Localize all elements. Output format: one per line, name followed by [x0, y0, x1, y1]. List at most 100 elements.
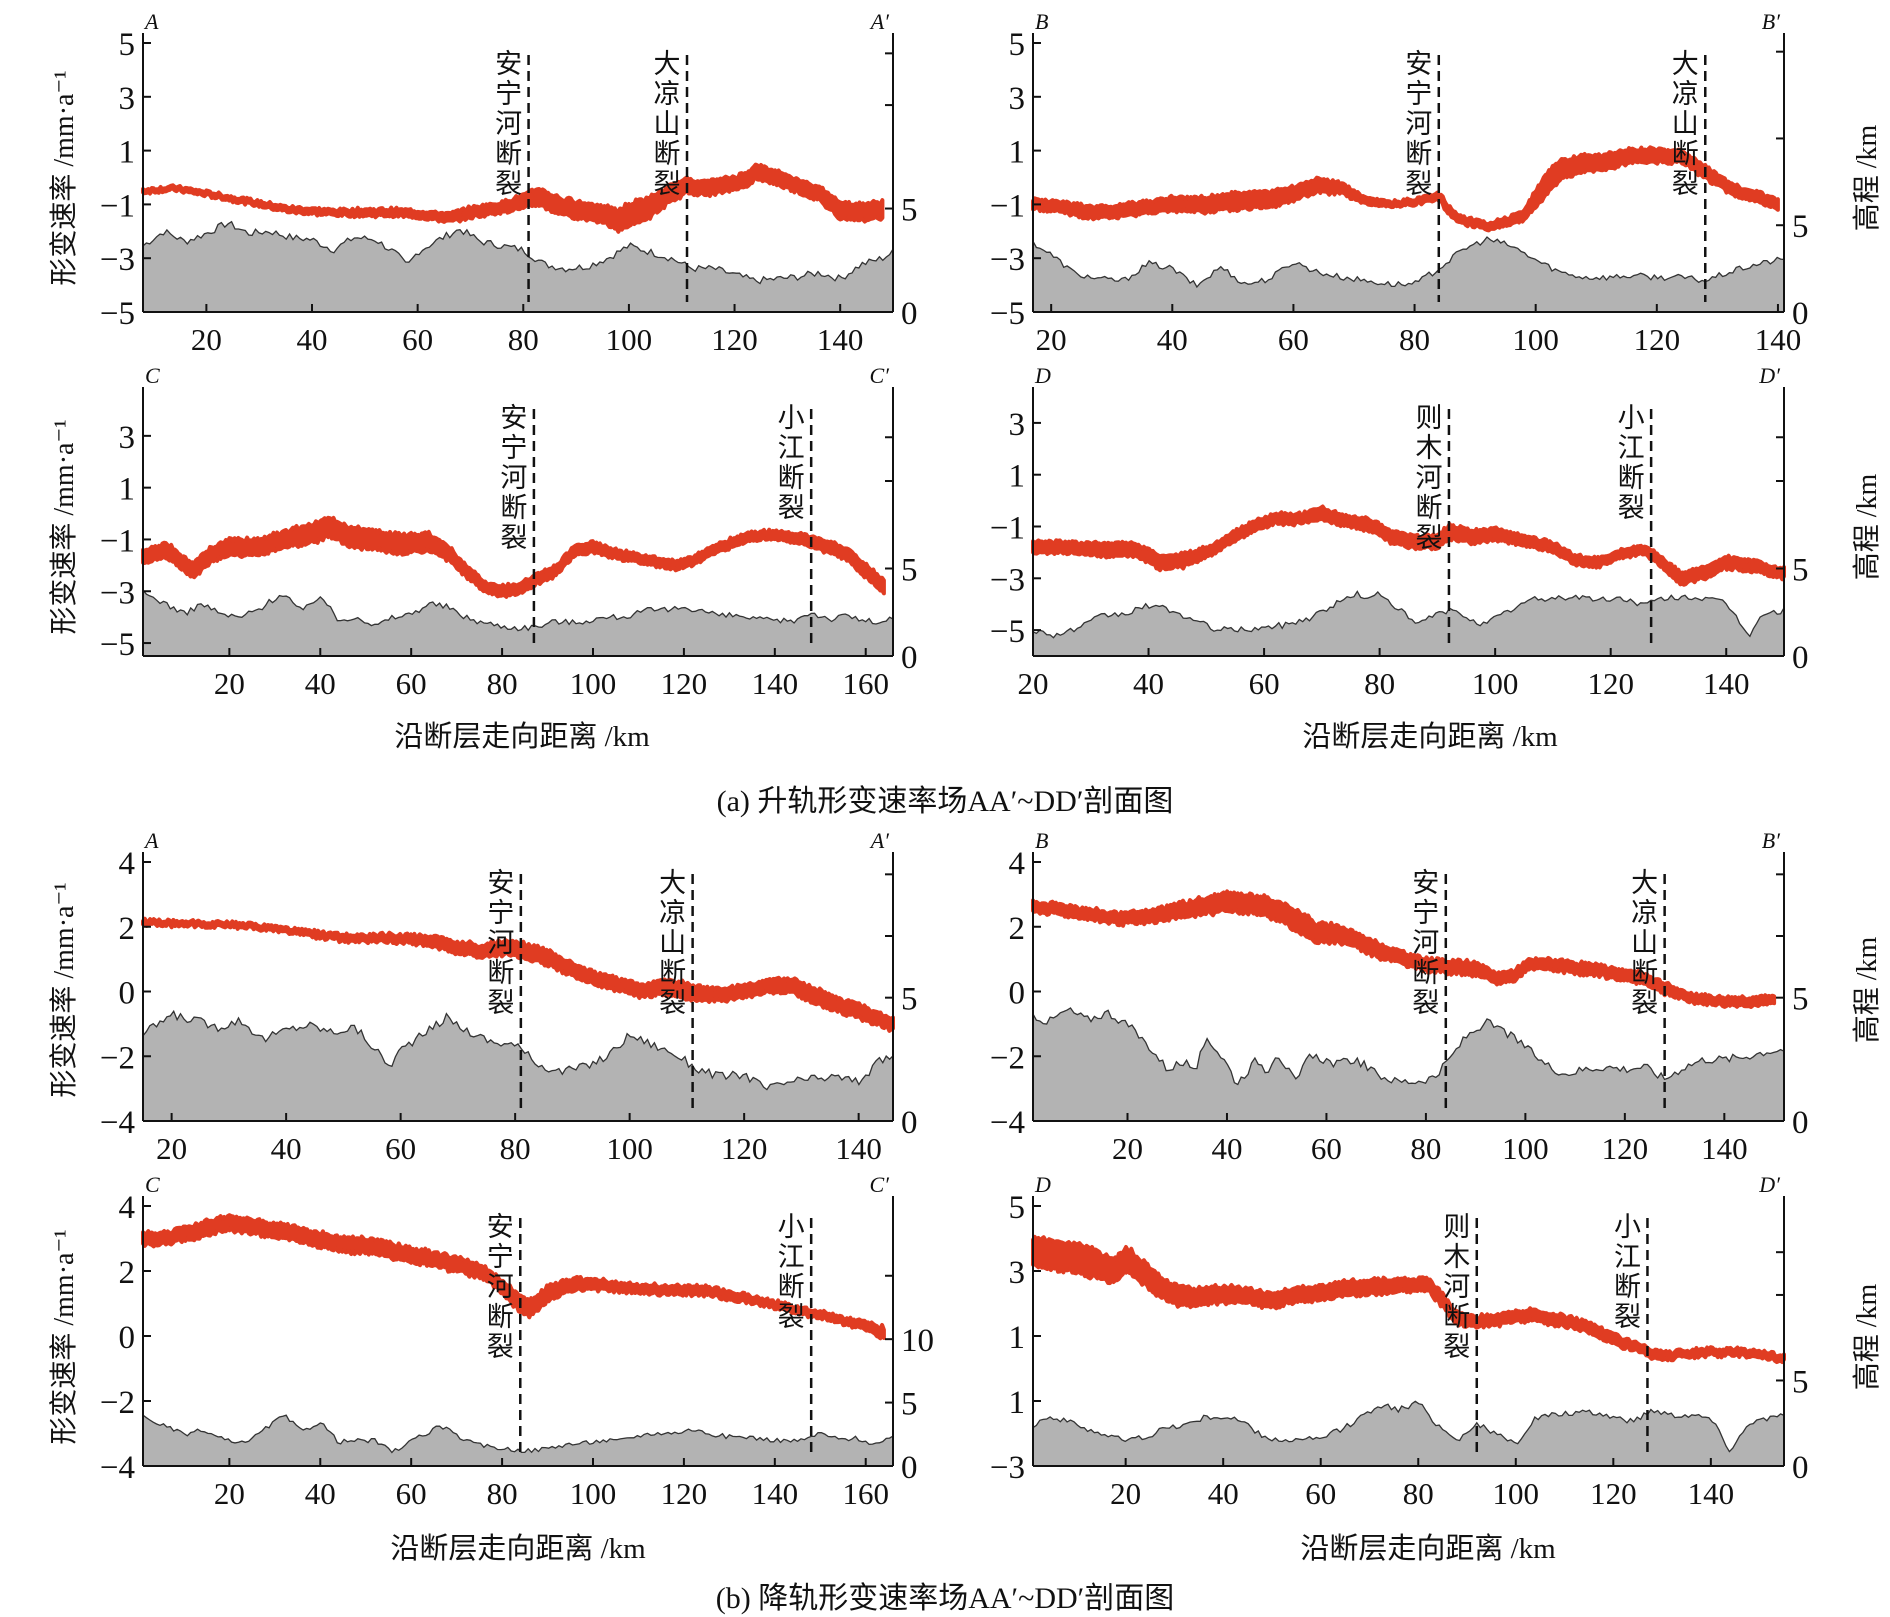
y-tick-label: 3 — [1009, 81, 1026, 117]
profile-end-label: D′ — [1758, 1172, 1781, 1197]
x-tick-label: 40 — [1157, 322, 1188, 357]
y-tick-label: −3 — [990, 1450, 1025, 1486]
x-tick-label: 100 — [570, 1476, 617, 1511]
x-tick-label: 100 — [1512, 322, 1559, 357]
caption-b: (b) 降轨形变速率场AA′~DD′剖面图 — [715, 1582, 1175, 1615]
elevation-tick-label: 5 — [1792, 982, 1809, 1018]
elevation-tick-label: 0 — [1792, 1105, 1809, 1141]
x-tick-label: 80 — [508, 322, 539, 357]
x-tick-label: 140 — [1701, 1131, 1748, 1166]
x-tick-label: 20 — [1112, 1131, 1143, 1166]
x-tick-label: 100 — [606, 322, 653, 357]
y-tick-label: −5 — [100, 627, 135, 663]
x-tick-label: 140 — [1755, 322, 1802, 357]
fault-label: 安宁河断裂 — [500, 403, 527, 553]
x-tick-label: 80 — [1410, 1131, 1441, 1166]
profile-start-label: D — [1034, 1172, 1051, 1197]
y-tick-label: −3 — [990, 562, 1025, 598]
x-tick-label: 140 — [1688, 1476, 1735, 1511]
deformation-rate-band — [141, 515, 886, 599]
elevation-tick-label: 5 — [1792, 209, 1809, 245]
x-tick-label: 60 — [396, 666, 427, 701]
x-axis-label-b-right: 沿断层走向距离 /km — [1300, 1533, 1556, 1565]
x-tick-label: 140 — [752, 666, 799, 701]
y-tick-label: 5 — [1009, 1190, 1026, 1226]
x-tick-label: 120 — [711, 322, 758, 357]
x-tick-label: 60 — [385, 1131, 416, 1166]
y-axis-label-a-bottom: 形变速率 /mm·a⁻¹ — [49, 419, 80, 635]
x-tick-label: 100 — [1493, 1476, 1540, 1511]
y-tick-label: 4 — [119, 1190, 136, 1226]
x-tick-label: 40 — [305, 1476, 336, 1511]
fault-label: 则木河断裂 — [1415, 403, 1442, 553]
deformation-rate-band — [141, 162, 885, 234]
elevation-area — [1033, 1008, 1784, 1121]
x-tick-label: 80 — [500, 1131, 531, 1166]
profile-end-label: B′ — [1762, 828, 1781, 853]
x-tick-label: 40 — [271, 1131, 302, 1166]
y-tick-label: −5 — [990, 296, 1025, 332]
y-tick-label: −5 — [100, 296, 135, 332]
x-tick-label: 20 — [156, 1131, 187, 1166]
x-tick-label: 60 — [1278, 322, 1309, 357]
y-tick-label: −2 — [100, 1040, 135, 1076]
y-tick-label: −1 — [100, 523, 135, 559]
elevation-tick-label: 5 — [901, 553, 918, 589]
elevation-line — [142, 220, 894, 285]
x-tick-label: 160 — [842, 666, 889, 701]
fault-label: 小江断裂 — [778, 403, 805, 523]
y-tick-label: 4 — [119, 846, 136, 882]
fault-label: 安宁河断裂 — [1405, 49, 1432, 199]
elevation-tick-label: 5 — [1792, 553, 1809, 589]
y-tick-label: 2 — [1009, 911, 1026, 947]
y-axis-label-b-bottom: 形变速率 /mm·a⁻¹ — [49, 1229, 80, 1445]
deformation-rate-band — [1031, 504, 1786, 587]
elevation-tick-label: 5 — [901, 1387, 918, 1423]
elevation-line — [1032, 236, 1785, 289]
deformation-rate-band — [141, 916, 895, 1033]
caption-a: (a) 升轨形变速率场AA′~DD′剖面图 — [716, 785, 1174, 818]
y-tick-label: −2 — [100, 1385, 135, 1421]
elevation-tick-label: 0 — [1792, 1450, 1809, 1486]
x-tick-label: 60 — [402, 322, 433, 357]
y-tick-label: −3 — [990, 242, 1025, 278]
y-tick-label: −1 — [990, 511, 1025, 547]
profile-start-label: D — [1034, 363, 1051, 388]
elevation-tick-label: 0 — [901, 1450, 918, 1486]
x-tick-label: 80 — [487, 666, 518, 701]
y-tick-label: 1 — [1009, 459, 1026, 495]
x-tick-label: 140 — [817, 322, 864, 357]
y-tick-label: 3 — [1009, 1255, 1026, 1291]
x-tick-label: 60 — [1249, 666, 1280, 701]
y-tick-label: 2 — [119, 1255, 136, 1291]
x-tick-label: 120 — [1602, 1131, 1649, 1166]
elevation-area — [143, 1011, 893, 1121]
x-tick-label: 40 — [297, 322, 328, 357]
y-tick-label: 5 — [1009, 27, 1026, 63]
x-tick-label: 100 — [1502, 1131, 1549, 1166]
x-tick-label: 140 — [1703, 666, 1750, 701]
x-tick-label: 80 — [1399, 322, 1430, 357]
x-tick-label: 40 — [1211, 1131, 1242, 1166]
elevation-tick-label: 0 — [901, 640, 918, 676]
y-tick-label: −4 — [100, 1105, 135, 1141]
elevation-area — [1033, 237, 1784, 312]
profile-start-label: C — [145, 1172, 160, 1197]
profile-start-label: B — [1035, 828, 1048, 853]
y-tick-label: −4 — [100, 1450, 135, 1486]
fault-label: 安宁河断裂 — [495, 49, 522, 199]
elevation-area — [143, 221, 893, 312]
x-tick-label: 60 — [396, 1476, 427, 1511]
profile-end-label: C′ — [870, 363, 891, 388]
elevation-line — [142, 1009, 894, 1091]
y-tick-label: 0 — [119, 1320, 136, 1356]
fault-label: 安宁河断裂 — [487, 1212, 514, 1362]
elevation-line — [142, 1414, 894, 1454]
y-tick-label: −5 — [990, 614, 1025, 650]
profile-start-label: A — [143, 9, 159, 34]
elevation-line — [1032, 590, 1785, 639]
x-tick-label: 80 — [487, 1476, 518, 1511]
